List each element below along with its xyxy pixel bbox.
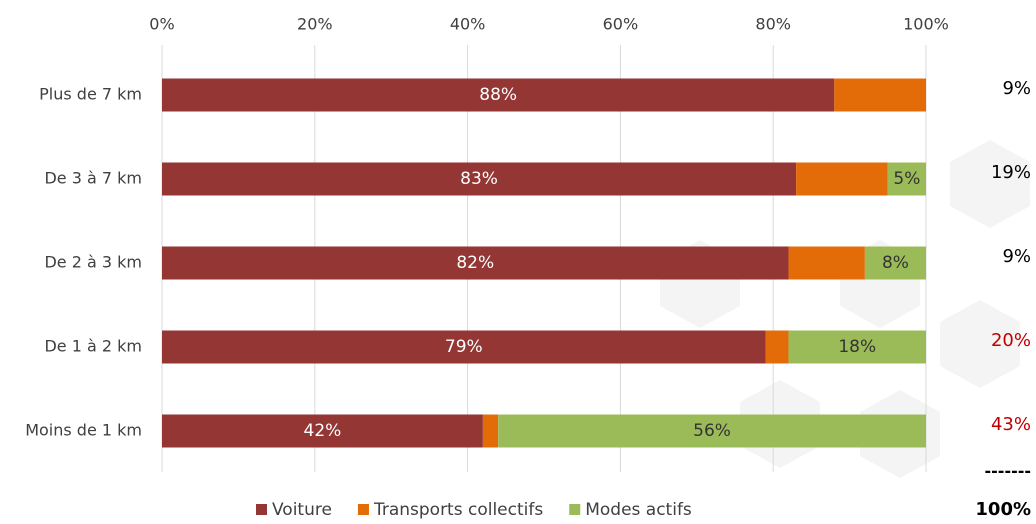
data-label: 5% (893, 169, 920, 189)
x-tick-label: 20% (297, 15, 333, 34)
bar-segment (796, 162, 888, 196)
total-label: 100% (975, 499, 1031, 520)
data-label: 88% (479, 85, 517, 105)
bar-segment (162, 414, 483, 448)
share-label: 9% (1002, 246, 1031, 267)
data-label: 79% (445, 337, 483, 357)
y-tick-label: De 3 à 7 km (44, 169, 142, 188)
x-tick-label: 40% (450, 15, 486, 34)
bar-segment (834, 78, 926, 112)
bar-segment (765, 330, 789, 364)
bar-segment (864, 246, 926, 280)
y-tick-label: De 1 à 2 km (44, 337, 142, 356)
x-tick-label: 0% (149, 15, 174, 34)
data-label: 42% (304, 421, 342, 441)
y-tick-label: Moins de 1 km (25, 421, 142, 440)
bar-segment (162, 78, 835, 112)
data-label: 56% (693, 421, 731, 441)
bar-segment (887, 162, 926, 196)
share-label: 43% (991, 414, 1031, 435)
data-label: 83% (460, 169, 498, 189)
x-tick-label: 80% (755, 15, 791, 34)
legend-swatch (357, 504, 369, 515)
bar-segment (788, 246, 865, 280)
x-tick-label: 60% (603, 15, 639, 34)
y-tick-label: De 2 à 3 km (44, 253, 142, 272)
legend-swatch (569, 504, 581, 515)
bar-segment (498, 414, 926, 448)
share-label: 19% (991, 162, 1031, 183)
legend-label: Modes actifs (585, 500, 692, 520)
y-tick-label: Plus de 7 km (39, 85, 142, 104)
legend-swatch (256, 504, 267, 515)
bar-segment (482, 414, 499, 448)
data-label: 82% (456, 253, 494, 273)
bar-segment (788, 330, 926, 364)
separator: ------- (985, 462, 1031, 481)
share-label: 9% (1002, 78, 1031, 99)
legend-label: Voiture (272, 500, 332, 520)
bar-segment (162, 162, 797, 196)
legend-label: Transports collectifs (373, 500, 543, 520)
share-label: 20% (991, 330, 1031, 351)
bar-segment (162, 246, 789, 280)
bar-segment (162, 330, 766, 364)
data-label: 8% (882, 253, 909, 273)
x-tick-label: 100% (903, 15, 949, 34)
data-label: 18% (838, 337, 876, 357)
